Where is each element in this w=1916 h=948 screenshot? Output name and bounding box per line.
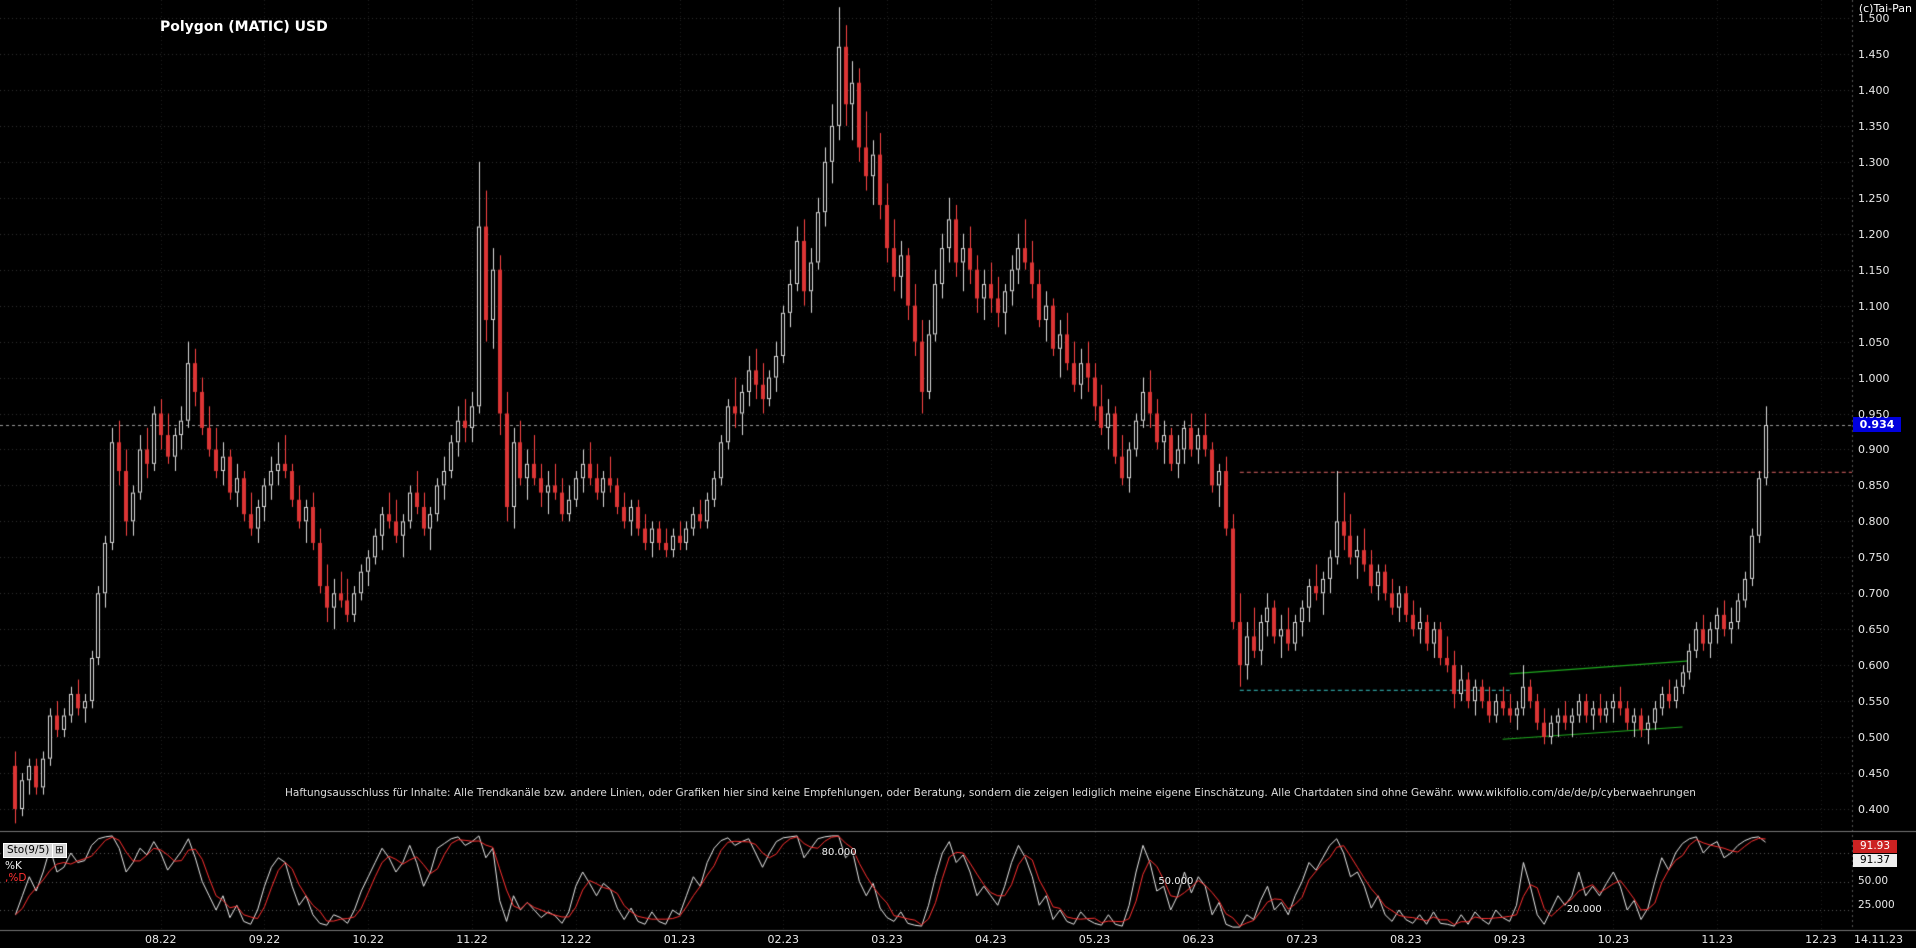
time-axis-date-label: 10.22 — [352, 933, 384, 946]
time-axis-date-label: 07.23 — [1286, 933, 1318, 946]
stochastic-axis-25-label: 25.000 — [1858, 899, 1895, 911]
last-date-label: 14.11.23 — [1854, 933, 1903, 946]
disclaimer-text: Haftungsausschluss für Inhalte: Alle Tre… — [285, 787, 1696, 799]
time-axis-date-label: 11.22 — [456, 933, 488, 946]
stochastic-level-label: 20.000 — [1566, 904, 1602, 915]
stochastic-d-label: ,%D — [5, 872, 27, 884]
price-axis-tick-label: 1.450 — [1858, 47, 1890, 61]
stochastic-k-label: %K — [5, 860, 22, 872]
time-axis-date-label: 01.23 — [663, 933, 696, 946]
stochastic-axis-50-label: 50.00 — [1858, 875, 1889, 887]
add-indicator-icon[interactable]: ⊞ — [52, 843, 67, 858]
price-axis-tick-label: 0.850 — [1858, 479, 1890, 493]
price-axis-tick-label: 0.900 — [1858, 443, 1890, 457]
price-axis-tick-label: 0.650 — [1858, 623, 1890, 637]
stochastic-d-value-badge: 91.93 — [1853, 840, 1897, 853]
price-axis-tick-label: 0.450 — [1858, 767, 1890, 781]
price-axis-tick-label: 0.700 — [1858, 587, 1890, 601]
time-axis-date-label: 09.23 — [1493, 933, 1526, 946]
price-axis-tick-label: 1.500 — [1858, 12, 1890, 25]
time-axis-date-label: 11.23 — [1701, 933, 1733, 946]
time-axis-date-label: 05.23 — [1078, 933, 1111, 946]
copyright-label: (c)Tai-Pan — [1858, 2, 1912, 15]
price-axis-tick-label: 1.300 — [1858, 155, 1890, 169]
time-axis-date-label: 10.23 — [1597, 933, 1630, 946]
price-axis-tick-label: 0.500 — [1858, 731, 1890, 745]
stochastic-level-label: 50.000 — [1158, 875, 1194, 887]
price-axis-tick-label: 0.750 — [1858, 551, 1890, 565]
price-axis-tick-label: 0.600 — [1858, 659, 1890, 673]
chart-title: Polygon (MATIC) USD — [160, 19, 328, 35]
time-axis-date-label: 02.23 — [767, 933, 800, 946]
price-axis-tick-label: 0.800 — [1858, 515, 1890, 529]
time-axis-date-label: 08.23 — [1390, 933, 1422, 946]
price-axis-tick-label: 1.400 — [1858, 83, 1890, 97]
stochastic-k-value-badge: 91.37 — [1853, 854, 1897, 867]
last-price-badge: 0.934 — [1853, 417, 1901, 432]
time-axis-date-label: 09.22 — [248, 933, 281, 946]
price-axis-tick-label: 1.000 — [1858, 371, 1890, 385]
time-axis-date-label: 04.23 — [975, 933, 1007, 946]
time-axis-date-label: 03.23 — [871, 933, 903, 946]
price-axis-tick-label: 0.950 — [1858, 407, 1890, 421]
indicator-chip[interactable]: Sto(9/5) — [3, 843, 54, 858]
price-axis-tick-label: 0.400 — [1858, 803, 1890, 816]
price-axis-tick-label: 1.100 — [1858, 299, 1890, 313]
price-axis-tick-label: 0.550 — [1858, 695, 1890, 709]
time-axis-date-label: 12.23 — [1805, 933, 1837, 946]
price-axis-tick-label: 1.150 — [1858, 263, 1890, 277]
stochastic-level-label: 80.000 — [821, 847, 857, 858]
price-axis-tick-label: 1.350 — [1858, 119, 1890, 133]
time-axis-date-label: 06.23 — [1182, 933, 1215, 946]
time-axis-date-label: 12.22 — [560, 933, 592, 946]
price-axis-tick-label: 1.250 — [1858, 191, 1890, 205]
time-axis-date-label: 08.22 — [144, 933, 177, 946]
price-axis-tick-label: 1.200 — [1858, 227, 1890, 241]
price-axis-tick-label: 1.050 — [1858, 335, 1890, 349]
